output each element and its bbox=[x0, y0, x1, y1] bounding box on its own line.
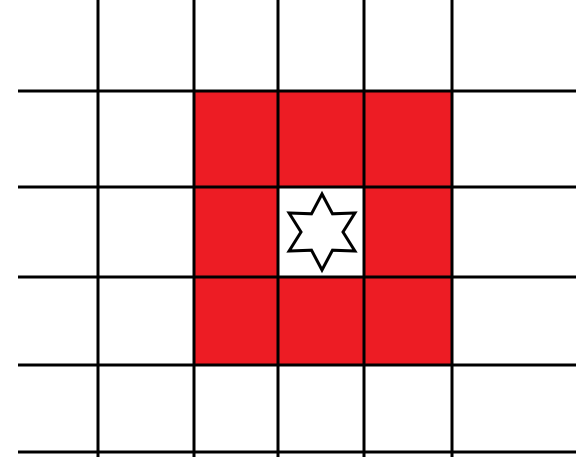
highlighted-cell bbox=[364, 91, 452, 187]
highlighted-cell bbox=[278, 277, 364, 365]
cells-layer bbox=[194, 91, 452, 365]
six-pointed-star-icon bbox=[286, 190, 358, 274]
highlighted-cell bbox=[194, 187, 278, 277]
highlighted-cell bbox=[278, 91, 364, 187]
highlighted-cell bbox=[364, 187, 452, 277]
highlighted-cell bbox=[364, 277, 452, 365]
grid-lines bbox=[18, 0, 576, 457]
marker-layer bbox=[286, 190, 358, 274]
highlighted-cell bbox=[194, 91, 278, 187]
highlighted-cell bbox=[194, 277, 278, 365]
